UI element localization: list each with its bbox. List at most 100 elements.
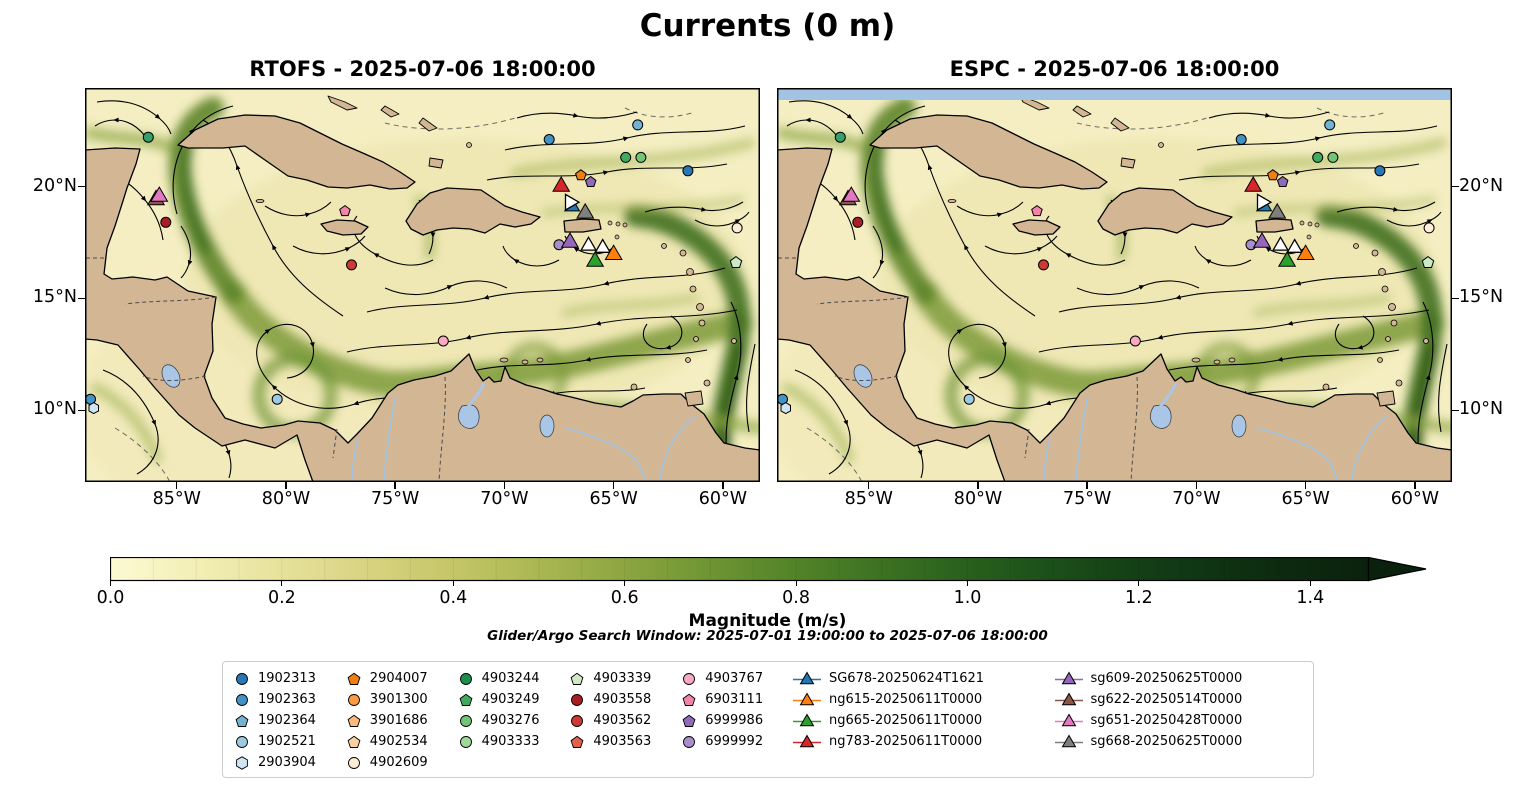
circle-marker-icon xyxy=(459,735,472,748)
lat-tick-mark xyxy=(1452,185,1459,188)
legend-label: 4903563 xyxy=(593,734,652,749)
legend-item: ng665-20250611T0000 xyxy=(792,710,1054,731)
pentagon-marker-icon xyxy=(570,735,584,748)
lon-tick-label: 85°W xyxy=(844,489,893,509)
glider-triangle-marker-icon xyxy=(792,671,821,684)
legend-item: 4903339 xyxy=(568,668,680,689)
circle-marker-icon xyxy=(571,714,584,727)
legend-item: 2903904 xyxy=(233,752,345,773)
legend-label: 4903339 xyxy=(593,671,652,686)
hexagon-marker-icon xyxy=(236,755,248,770)
lon-tick-mark xyxy=(867,482,870,489)
legend-item: sg609-20250625T0000 xyxy=(1054,668,1304,689)
colorbar-tick-label: 0.4 xyxy=(439,588,468,608)
lon-tick-mark xyxy=(722,482,724,489)
legend-label: 1902363 xyxy=(258,692,316,707)
lon-tick-mark xyxy=(977,482,979,489)
legend-label: 4903276 xyxy=(481,713,540,728)
colorbar-tick-mark xyxy=(795,581,797,586)
legend-label: 1902313 xyxy=(258,671,316,686)
lon-tick-mark xyxy=(503,482,506,489)
colorbar-tick-label: 0.6 xyxy=(610,588,639,608)
legend-column: 4903767 6903111 6999986 6999992 xyxy=(680,668,792,752)
colorbar-tick-mark xyxy=(1138,581,1140,586)
legend-label: 1902521 xyxy=(258,734,316,749)
lon-tick-label: 65°W xyxy=(589,489,638,509)
lon-tick-mark xyxy=(1414,482,1416,489)
colorbar-tick-label: 1.0 xyxy=(953,588,982,608)
legend-item: 4903563 xyxy=(568,731,680,752)
legend-item: 6999992 xyxy=(680,731,792,752)
pentagon-marker-icon xyxy=(347,735,361,748)
colorbar-tick-label: 1.4 xyxy=(1296,588,1325,608)
pentagon-marker-icon xyxy=(459,693,473,706)
legend-item: sg651-20250428T0000 xyxy=(1054,710,1304,731)
colorbar xyxy=(109,556,1442,587)
legend-label: 4903249 xyxy=(481,692,540,707)
lon-tick-label: 65°W xyxy=(1281,489,1330,509)
circle-marker-icon xyxy=(683,735,696,748)
legend-column: 4903244 4903249 4903276 4903333 xyxy=(457,668,569,752)
map-canvas-espc xyxy=(777,88,1452,482)
glider-triangle-marker-icon xyxy=(1054,713,1083,726)
legend-item: 3901300 xyxy=(345,689,457,710)
legend-label: 4903244 xyxy=(481,671,540,686)
legend-item: 4903767 xyxy=(680,668,792,689)
legend-item: sg668-20250625T0000 xyxy=(1054,731,1304,752)
glider-triangle-marker-icon xyxy=(1054,734,1083,747)
panel-title-rtofs: RTOFS - 2025-07-06 18:00:00 xyxy=(249,57,596,81)
lon-tick-label: 60°W xyxy=(1390,489,1440,509)
lon-tick-mark xyxy=(612,482,615,489)
lat-tick-mark xyxy=(78,409,85,412)
glider-triangle-marker-icon xyxy=(792,734,821,747)
circle-marker-icon xyxy=(459,714,472,727)
legend-item: 1902364 xyxy=(233,710,345,731)
legend-label: 6999986 xyxy=(705,713,764,728)
legend-item: 6903111 xyxy=(680,689,792,710)
legend-label: 4902534 xyxy=(369,734,428,749)
panel-title-espc: ESPC - 2025-07-06 18:00:00 xyxy=(949,57,1280,81)
legend-column: 1902313 1902363 1902364 1902521 2903904 xyxy=(233,668,345,773)
lat-tick-label: 20°N xyxy=(32,175,77,196)
legend-column: sg609-20250625T0000 sg622-20250514T0000 sg… xyxy=(1054,668,1304,752)
legend-item: SG678-20250624T1621 xyxy=(792,668,1054,689)
legend-column: 4903339 4903558 4903562 4903563 xyxy=(568,668,680,752)
lon-tick-label: 80°W xyxy=(953,489,1003,509)
circle-marker-icon xyxy=(571,693,584,706)
legend-item: 3901686 xyxy=(345,710,457,731)
circle-marker-icon xyxy=(236,693,248,706)
glider-triangle-marker-icon xyxy=(1054,692,1083,705)
legend-item: 4903558 xyxy=(568,689,680,710)
colorbar-tick-label: 1.2 xyxy=(1124,588,1153,608)
pentagon-marker-icon xyxy=(347,672,361,685)
circle-marker-icon xyxy=(236,672,248,685)
lat-tick-label: 20°N xyxy=(1459,175,1504,196)
glider-triangle-marker-icon xyxy=(792,692,821,705)
pentagon-marker-icon xyxy=(682,714,696,727)
lon-tick-mark xyxy=(1304,482,1307,489)
legend: 1902313 1902363 1902364 1902521 2903904 29040… xyxy=(222,661,1314,778)
circle-marker-icon xyxy=(683,672,696,685)
legend-item: 1902313 xyxy=(233,668,345,689)
legend-column: SG678-20250624T1621 ng615-20250611T0000 ng… xyxy=(792,668,1054,752)
legend-column: 2904007 3901300 3901686 4902534 4902609 xyxy=(345,668,457,773)
legend-item: 2904007 xyxy=(345,668,457,689)
legend-item: sg622-20250514T0000 xyxy=(1054,689,1304,710)
legend-label: sg668-20250625T0000 xyxy=(1090,734,1243,749)
lat-tick-mark xyxy=(1452,297,1459,300)
legend-label: SG678-20250624T1621 xyxy=(828,671,985,686)
circle-marker-icon xyxy=(236,735,248,748)
pentagon-marker-icon xyxy=(347,714,361,727)
lat-tick-label: 10°N xyxy=(32,399,77,420)
legend-item: 1902521 xyxy=(233,731,345,752)
legend-label: 4903558 xyxy=(593,692,652,707)
legend-item: 1902363 xyxy=(233,689,345,710)
lat-tick-label: 10°N xyxy=(1459,399,1504,420)
legend-label: 2904007 xyxy=(369,671,428,686)
legend-item: ng615-20250611T0000 xyxy=(792,689,1054,710)
legend-label: sg622-20250514T0000 xyxy=(1090,692,1243,707)
lon-tick-mark xyxy=(175,482,178,489)
colorbar-tick-mark xyxy=(281,581,283,586)
legend-label: 1902364 xyxy=(258,713,316,728)
legend-label: 2903904 xyxy=(258,755,316,770)
